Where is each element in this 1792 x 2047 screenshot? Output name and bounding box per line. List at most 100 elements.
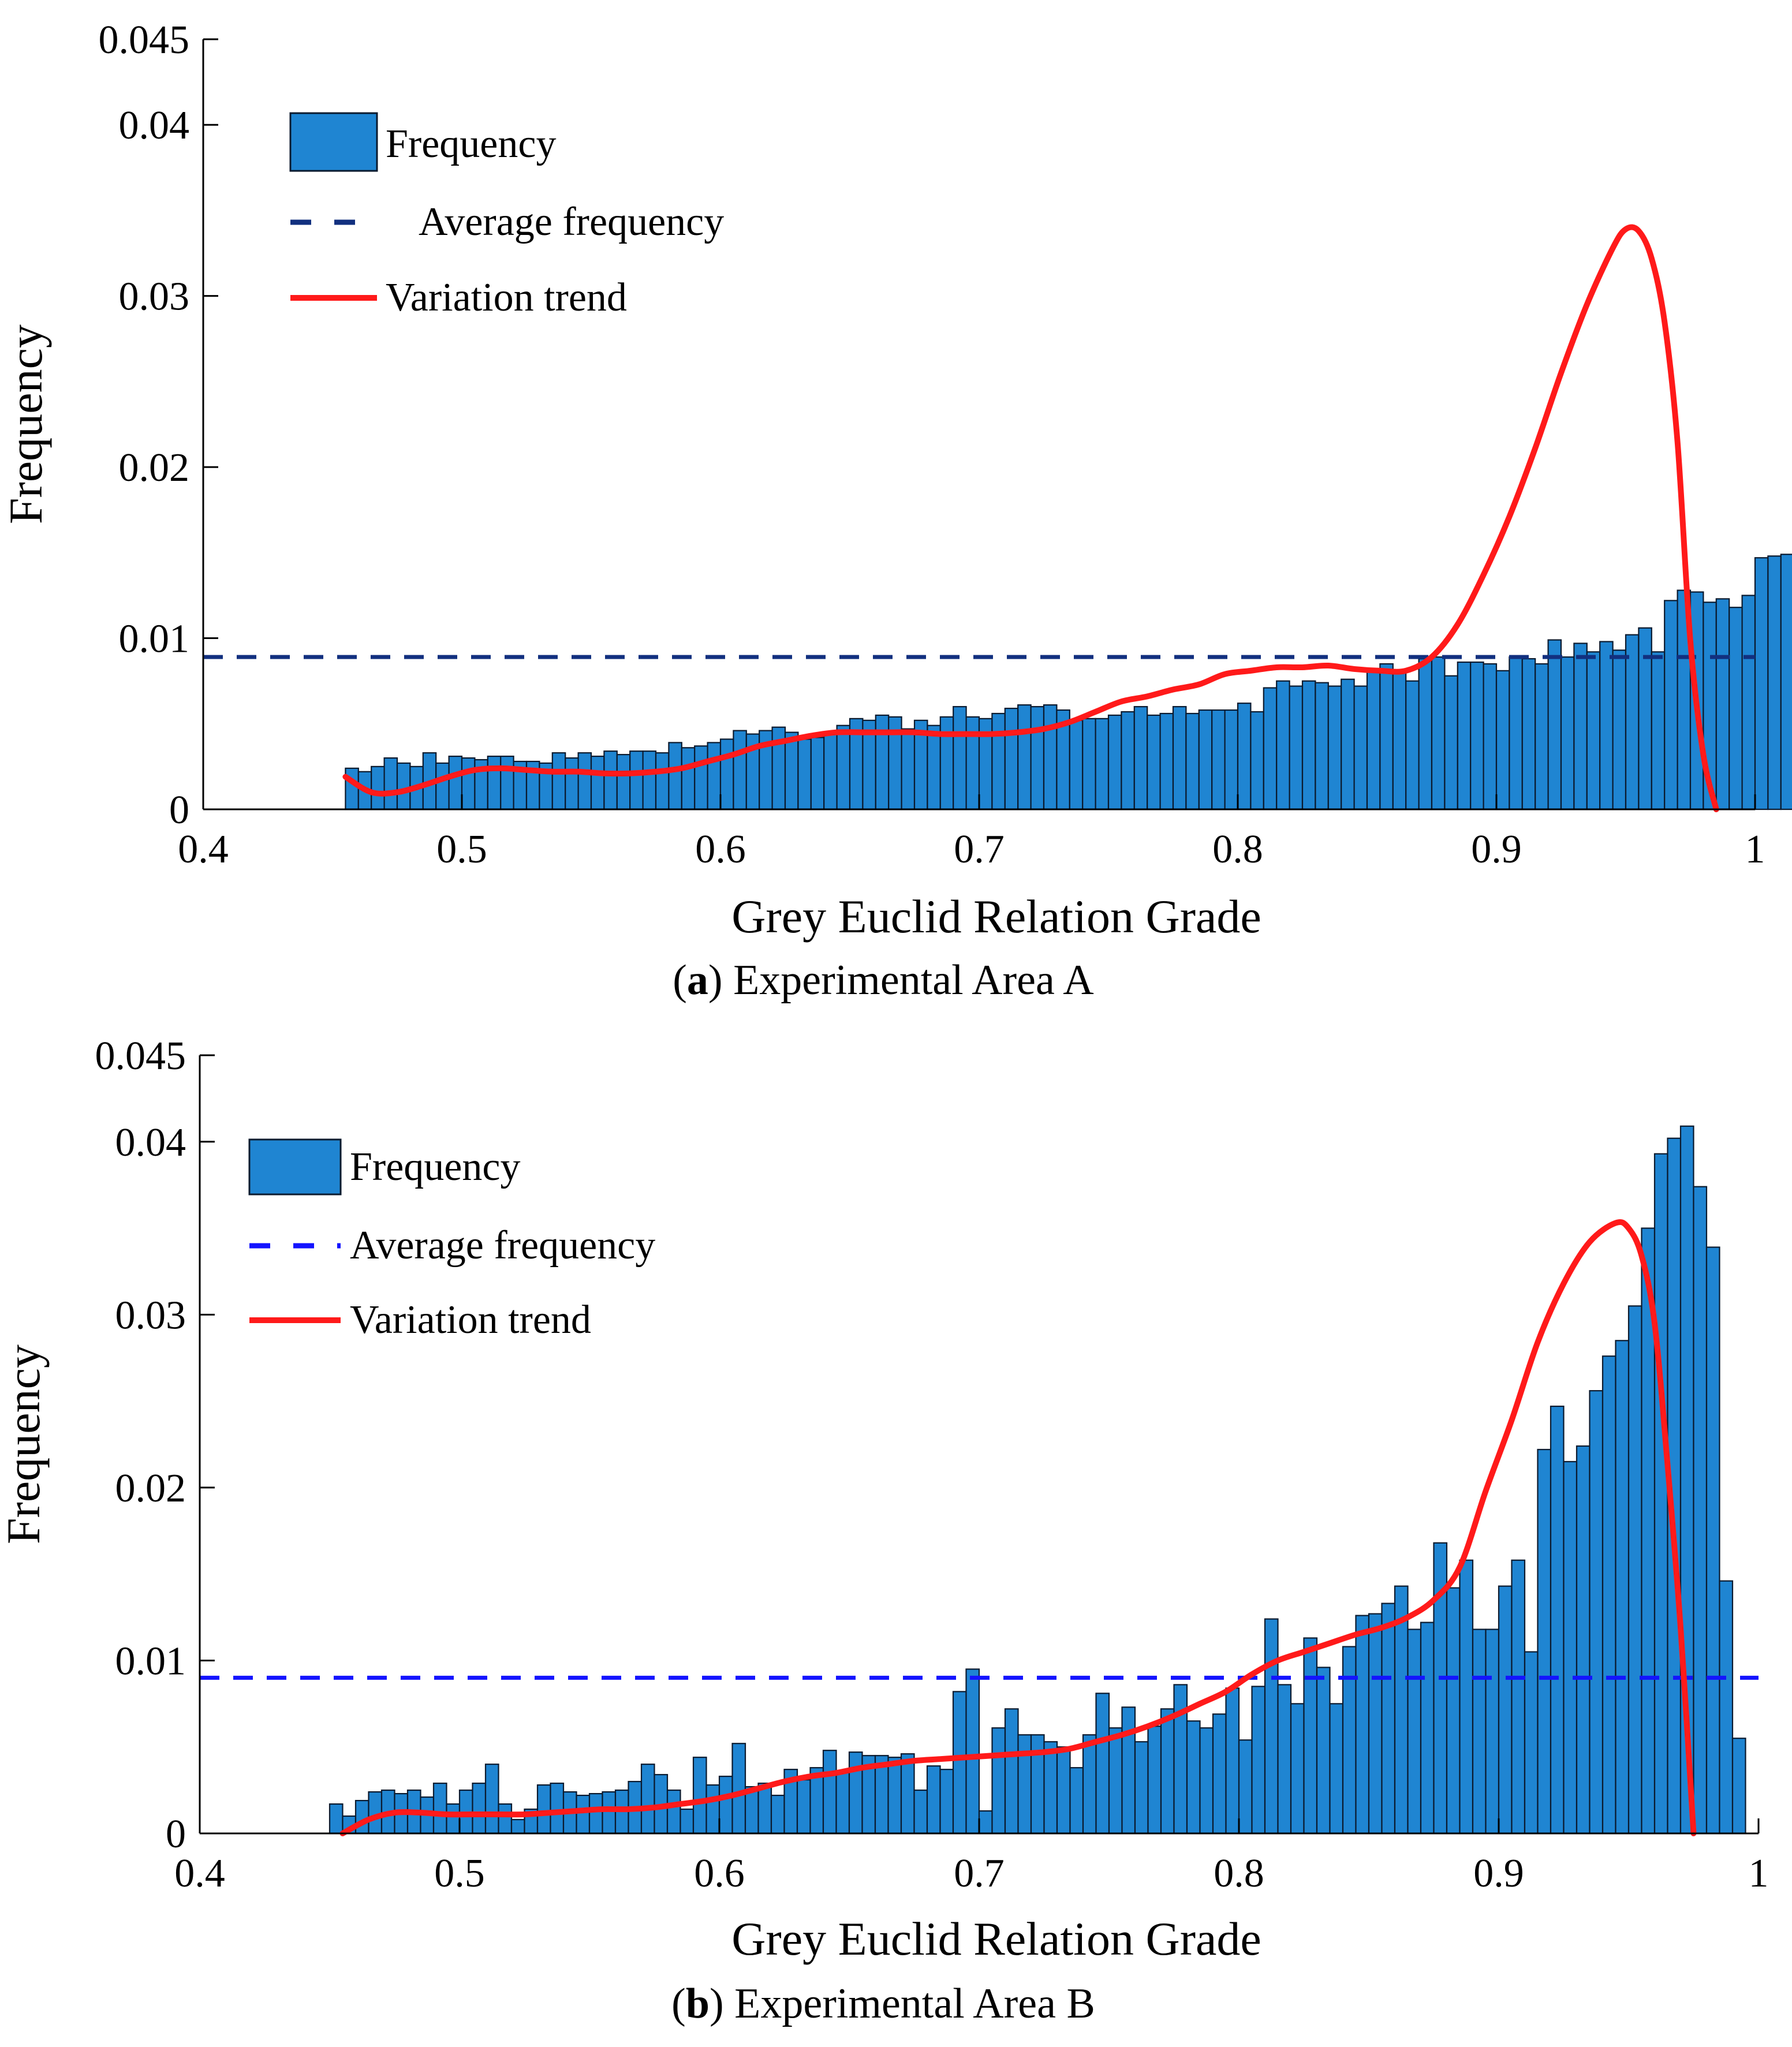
histogram-bar <box>666 1790 681 1835</box>
caption-letter: a <box>687 957 708 1004</box>
y-tick-label: 0.02 <box>115 1466 186 1511</box>
histogram-bar <box>1030 706 1045 810</box>
axes: 0.4 0.5 0.6 0.7 0.8 0.9 1 0 0.01 0.02 0.03 0.04 0.04… <box>95 1034 1769 1896</box>
histogram-bar <box>640 1764 655 1835</box>
legend-frequency-label: Frequency <box>350 1145 520 1189</box>
histogram-bar <box>396 762 411 810</box>
histogram-bar <box>1754 557 1769 810</box>
histogram-bar <box>1495 670 1510 810</box>
histogram-bar <box>991 712 1006 810</box>
histogram-bar <box>694 745 708 810</box>
histogram-bar <box>565 757 579 810</box>
y-tick-label: 0.04 <box>119 103 190 148</box>
histogram-bar <box>978 1810 993 1835</box>
histogram-bar <box>836 724 851 810</box>
histogram-bar <box>1133 706 1148 810</box>
histogram-bar <box>1043 1741 1058 1835</box>
x-tick-label: 0.9 <box>1473 1851 1524 1896</box>
histogram-bar <box>1392 670 1407 810</box>
histogram-bar <box>551 752 566 810</box>
histogram-bar <box>602 1791 617 1835</box>
chart-panel-b: 0.4 0.5 0.6 0.7 0.8 0.9 1 0 0.01 0.02 0.03 0.04 0.04… <box>0 1034 1769 2027</box>
histogram-bar <box>1017 1734 1032 1835</box>
histogram-bar <box>368 1791 383 1835</box>
histogram-bar <box>901 728 916 810</box>
histogram-bar <box>835 1770 850 1835</box>
y-tick-label: 0.02 <box>119 446 190 490</box>
histogram-bar <box>1212 1713 1227 1835</box>
histogram-bar <box>1601 1355 1616 1835</box>
histogram-bar <box>448 756 463 810</box>
x-tick-label: 0.7 <box>954 827 1005 872</box>
x-axis-title: Grey Euclid Relation Grade <box>731 1912 1261 1965</box>
histogram-bar <box>642 750 657 810</box>
histogram-bar <box>1043 704 1058 810</box>
x-tick-label: 0.8 <box>1212 827 1263 872</box>
histogram-bar <box>1342 1646 1357 1835</box>
caption-letter: b <box>686 1980 710 2027</box>
histogram-bar <box>1537 1448 1552 1835</box>
plot-area: 0.4 0.5 0.6 0.7 0.8 0.9 1 0 0.01 0.02 0.03 0.04 0.04… <box>95 1034 1769 1896</box>
x-tick-label: 0.7 <box>954 1851 1005 1896</box>
x-tick-label: 0.4 <box>174 1851 225 1896</box>
histogram-bar <box>1485 1628 1500 1835</box>
histogram-bar <box>1560 656 1575 810</box>
histogram-bar <box>1264 1618 1279 1835</box>
histogram-bar <box>1381 1603 1396 1835</box>
histogram-bar <box>1069 719 1084 810</box>
histogram-bar <box>1728 607 1743 810</box>
histogram-bar <box>692 1757 707 1835</box>
histogram-bar <box>1418 658 1433 810</box>
histogram-bar <box>1082 1734 1097 1835</box>
y-tick-label: 0 <box>166 1812 186 1857</box>
histogram-bar <box>1366 670 1381 810</box>
histogram-bar <box>328 1803 344 1835</box>
panel-caption: (a) Experimental Area A <box>673 957 1093 1004</box>
histogram-bar <box>1225 1687 1240 1835</box>
y-axis-title: Frequency <box>0 1344 50 1544</box>
histogram-bar <box>1731 1738 1746 1835</box>
histogram-bar <box>1303 1637 1318 1835</box>
histogram-bar <box>731 1743 746 1835</box>
legend-trend-label: Variation trend <box>350 1298 591 1342</box>
variation-trend-line <box>339 1219 1697 1836</box>
histogram-bar <box>1446 1587 1461 1835</box>
histogram-bar <box>1172 706 1187 810</box>
histogram-bar <box>823 733 838 810</box>
histogram-bar <box>797 738 812 810</box>
histogram-bar <box>1238 1739 1253 1835</box>
histogram-bar <box>953 706 967 810</box>
histogram-bar <box>1563 1460 1578 1835</box>
panel-caption: (b) Experimental Area B <box>671 1980 1095 2027</box>
histogram-bar <box>1589 1390 1604 1835</box>
histogram-bar <box>1004 707 1019 810</box>
histogram-bar <box>822 1750 837 1835</box>
y-tick-label: 0.03 <box>119 275 190 319</box>
histogram-bar <box>1290 1703 1305 1835</box>
histogram-bar <box>1159 712 1174 810</box>
histogram-bar <box>1444 675 1458 810</box>
histogram-bar <box>432 1783 447 1835</box>
legend-average-label: Average frequency <box>350 1223 655 1268</box>
histogram-bar <box>1017 704 1032 810</box>
histogram-bar <box>498 1803 513 1835</box>
histogram-bar <box>705 1784 720 1835</box>
histogram-bar <box>1316 1667 1331 1835</box>
histogram-bar <box>926 1765 941 1835</box>
histogram-bar <box>1615 1340 1630 1835</box>
legend-bar-swatch <box>248 1138 342 1196</box>
histogram-bar <box>1719 1580 1734 1835</box>
histogram-bar <box>1405 680 1420 810</box>
histogram-bar <box>939 1769 954 1835</box>
histogram-bar <box>1121 711 1135 810</box>
histogram-bar <box>965 716 980 810</box>
histogram-bar <box>1173 1684 1188 1835</box>
histogram-bar <box>681 747 696 810</box>
x-axis-title: Grey Euclid Relation Grade <box>731 890 1261 943</box>
histogram-bar <box>371 765 385 810</box>
y-tick-label: 0.045 <box>95 1034 186 1078</box>
histogram-bar <box>733 730 747 810</box>
histogram-bar <box>1407 1628 1422 1835</box>
x-tick-label: 1 <box>1745 827 1765 872</box>
histogram-bar <box>1767 555 1782 810</box>
